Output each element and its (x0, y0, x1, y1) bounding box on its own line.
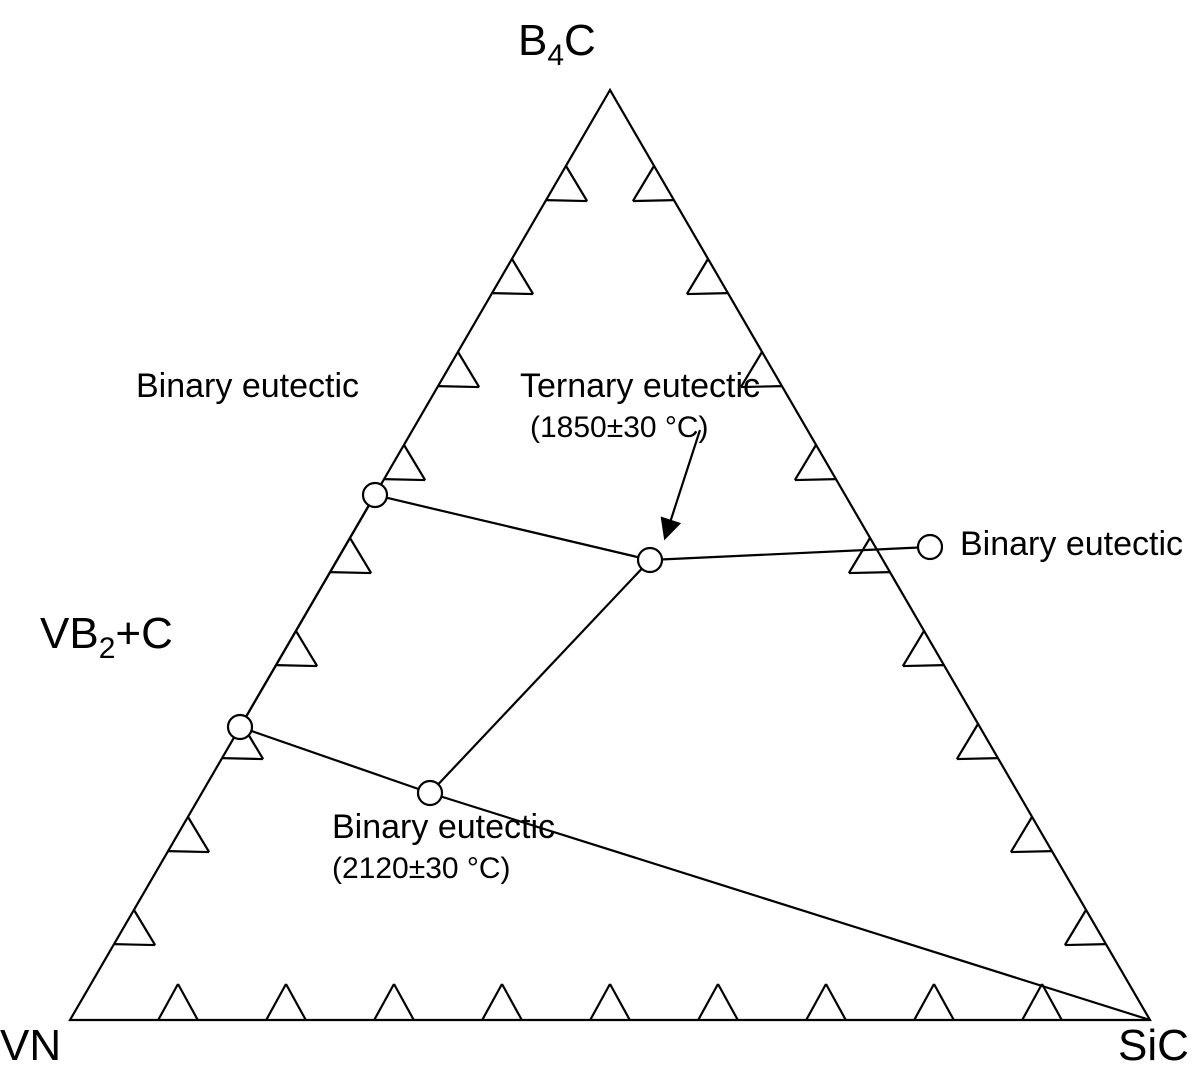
ternary-arrow (662, 430, 700, 538)
side-label-vb2c: VB2+C (40, 609, 173, 665)
label-binary-left: Binary eutectic (136, 367, 359, 405)
marker-vb2c (228, 715, 252, 739)
ticks-bottom-edge (158, 984, 1062, 1020)
label-ternary-line1: Ternary eutectic (520, 367, 760, 405)
marker-binary_bottom (418, 781, 442, 805)
vertex-label-vn: VN (0, 1021, 61, 1068)
label-binary-right: Binary eutectic (960, 525, 1183, 563)
phase-boundary-lines (240, 495, 930, 793)
label-binary-bottom-line2: (2120±30 °C) (332, 852, 511, 885)
ternary-diagram: B4C VN SiC VB2+C Binary eutectic Ternary… (0, 0, 1204, 1068)
marker-ternary (638, 548, 662, 572)
label-binary-bottom-line1: Binary eutectic (332, 808, 555, 846)
marker-binary_left (363, 483, 387, 507)
label-ternary-line2: (1850±30 °C) (530, 411, 709, 444)
eutectic-markers (228, 483, 942, 805)
vertex-label-b4c: B4C (518, 16, 596, 72)
vertex-label-sic: SiC (1118, 1021, 1189, 1068)
marker-binary_right (918, 535, 942, 559)
